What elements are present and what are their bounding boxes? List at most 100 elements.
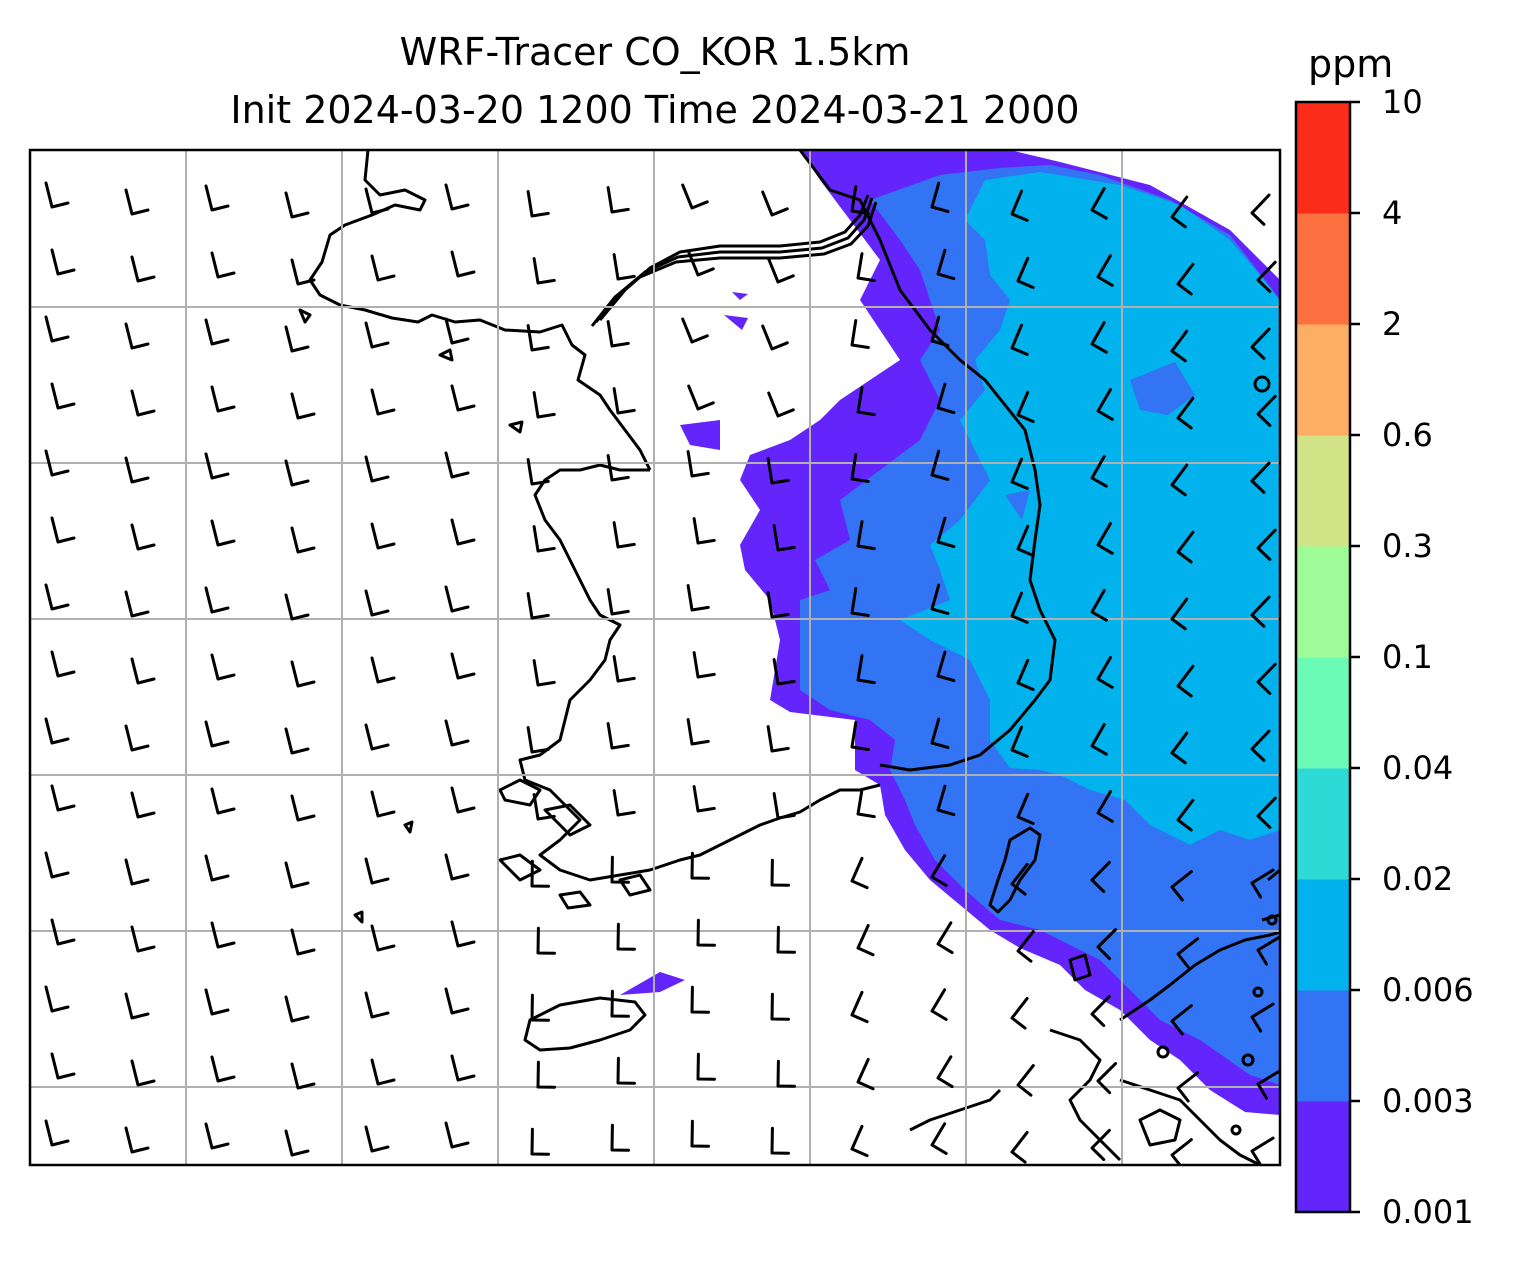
wind-barb xyxy=(204,452,230,480)
wind-barb xyxy=(130,657,156,685)
wind-barb xyxy=(204,988,230,1016)
wind-barb xyxy=(364,589,390,617)
wind-barb xyxy=(530,659,558,688)
wind-barb xyxy=(845,856,881,893)
wind-barbs xyxy=(44,180,1280,1165)
wind-barb xyxy=(290,794,316,822)
korea-west-coast xyxy=(518,463,881,882)
wind-barb xyxy=(610,655,638,684)
wind-barb xyxy=(687,381,716,412)
wind-barb xyxy=(926,1122,962,1158)
wind-barb xyxy=(370,924,396,952)
wind-barb xyxy=(604,1123,636,1156)
wind-barb xyxy=(845,990,881,1027)
wind-barb xyxy=(932,921,968,957)
wind-barb xyxy=(124,724,150,752)
wind-barb xyxy=(450,786,476,814)
wind-barb xyxy=(370,522,396,550)
wind-barb xyxy=(530,391,558,420)
wind-barb xyxy=(50,516,76,544)
wind-barb xyxy=(524,592,552,621)
colorbar-segment xyxy=(1296,990,1350,1102)
wind-barb xyxy=(684,1119,716,1152)
wind-barb xyxy=(370,790,396,818)
wind-barb xyxy=(50,382,76,410)
wind-barb xyxy=(204,318,230,346)
wind-barb xyxy=(44,315,70,343)
wind-barb xyxy=(524,726,552,755)
wind-barb xyxy=(210,787,236,815)
wind-barb xyxy=(210,653,236,681)
wind-barb xyxy=(684,985,716,1018)
wind-barb xyxy=(44,717,70,745)
wind-barb xyxy=(210,921,236,949)
colorbar-tick-label: 0.04 xyxy=(1382,749,1454,787)
wind-barb xyxy=(681,180,710,211)
wind-barb xyxy=(932,1055,968,1091)
colorbar-tick-label: 0.001 xyxy=(1382,1193,1474,1231)
wind-barb xyxy=(124,322,150,350)
wind-barb xyxy=(370,1058,396,1086)
wind-barb xyxy=(364,857,390,885)
colorbar-segment xyxy=(1296,435,1350,547)
colorbar-tick-label: 0.003 xyxy=(1382,1082,1474,1120)
map-frame xyxy=(28,148,1282,1167)
map-title-line-2: Init 2024-03-20 1200 Time 2024-03-21 200… xyxy=(230,88,1080,132)
colorbar-tick-label: 0.02 xyxy=(1382,860,1454,898)
wind-barb xyxy=(444,1121,470,1149)
wind-barb xyxy=(684,450,712,479)
wind-barb xyxy=(130,1059,156,1087)
wind-barb xyxy=(210,1055,236,1083)
wind-barb xyxy=(210,519,236,547)
wind-barb xyxy=(770,1059,802,1092)
wind-barb xyxy=(764,1126,796,1159)
wind-barb xyxy=(204,854,230,882)
wind-barb xyxy=(370,388,396,416)
wind-barb xyxy=(610,1056,642,1089)
wind-barb xyxy=(844,319,878,353)
wind-barb xyxy=(444,585,470,613)
wind-barb xyxy=(444,451,470,479)
colorbar-tick-label: 0.6 xyxy=(1382,416,1433,454)
wind-barb xyxy=(284,593,310,621)
wind-barb xyxy=(130,523,156,551)
wind-barb xyxy=(124,590,150,618)
wind-barb xyxy=(204,720,230,748)
wind-barb xyxy=(690,517,718,546)
wind-barb xyxy=(604,588,632,617)
wind-barb xyxy=(604,722,632,751)
border-line xyxy=(798,150,1057,772)
wind-barb xyxy=(284,325,310,353)
wind-barb xyxy=(764,725,792,754)
wind-barb xyxy=(684,584,712,613)
wind-barb xyxy=(690,651,718,680)
wind-barb xyxy=(690,918,722,951)
wind-barb xyxy=(450,250,476,278)
jeju-island xyxy=(523,996,647,1052)
wind-barb xyxy=(284,191,310,219)
wind-barb xyxy=(604,320,632,349)
wind-barb xyxy=(681,314,710,345)
tracer-field xyxy=(620,150,1280,1115)
wind-barb xyxy=(370,656,396,684)
wind-barb xyxy=(44,985,70,1013)
wind-barb xyxy=(450,652,476,680)
colorbar-tick-label: 0.006 xyxy=(1382,971,1474,1009)
colorbar-segment xyxy=(1296,102,1350,214)
japan-coast xyxy=(1119,930,1280,1022)
wind-barb xyxy=(604,855,636,888)
wind-barb xyxy=(450,518,476,546)
wind-barb xyxy=(530,257,558,286)
wind-barb xyxy=(284,459,310,487)
gridlines xyxy=(30,150,1280,1165)
wind-barb xyxy=(290,526,316,554)
colorbar-segment xyxy=(1296,879,1350,991)
wind-barb xyxy=(290,258,316,286)
wind-barb xyxy=(1247,193,1280,229)
wind-barb xyxy=(204,586,230,614)
wind-barb xyxy=(684,718,712,747)
wind-barb xyxy=(610,789,638,818)
colorbar-tick-label: 0.1 xyxy=(1382,638,1433,676)
wind-barb xyxy=(210,385,236,413)
colorbar-tick-label: 10 xyxy=(1382,83,1423,121)
